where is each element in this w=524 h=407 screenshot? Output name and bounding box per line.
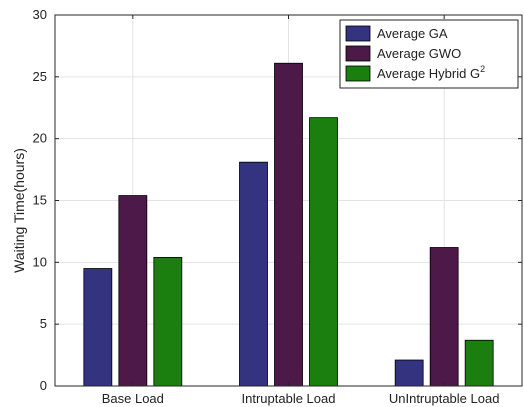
bar — [154, 257, 182, 386]
x-tick-label: Base Load — [102, 391, 164, 406]
legend-label-superscript: 2 — [480, 64, 485, 74]
bar — [310, 118, 338, 386]
legend-label: Average Hybrid G2 — [377, 64, 485, 81]
legend-label: Average GWO — [377, 46, 461, 61]
x-tick-label: UnIntruptable Load — [389, 391, 500, 406]
legend-swatch — [346, 46, 370, 61]
y-tick-label: 30 — [33, 7, 47, 22]
legend-label-text: Average Hybrid G — [377, 66, 480, 81]
legend-label-text: Average GWO — [377, 46, 461, 61]
y-tick-label: 20 — [33, 131, 47, 146]
bar — [84, 269, 112, 386]
y-axis-label: Waiting Time(hours) — [11, 148, 27, 273]
bar — [465, 340, 493, 386]
y-tick-label: 15 — [33, 193, 47, 208]
legend-label: Average GA — [377, 26, 448, 41]
x-tick-label: Intruptable Load — [242, 391, 336, 406]
legend-swatch — [346, 26, 370, 41]
bar — [275, 63, 303, 386]
bar — [240, 162, 268, 386]
bar — [119, 196, 147, 386]
y-tick-label: 10 — [33, 254, 47, 269]
y-tick-label: 25 — [33, 69, 47, 84]
bar — [395, 360, 423, 386]
legend: Average GA Average GWO Average Hybrid G2 — [340, 20, 518, 88]
bar — [430, 247, 458, 386]
y-tick-label: 5 — [40, 316, 47, 331]
legend-label-text: Average GA — [377, 26, 448, 41]
legend-swatch — [346, 66, 370, 81]
bars — [84, 63, 493, 386]
y-tick-label: 0 — [40, 378, 47, 393]
